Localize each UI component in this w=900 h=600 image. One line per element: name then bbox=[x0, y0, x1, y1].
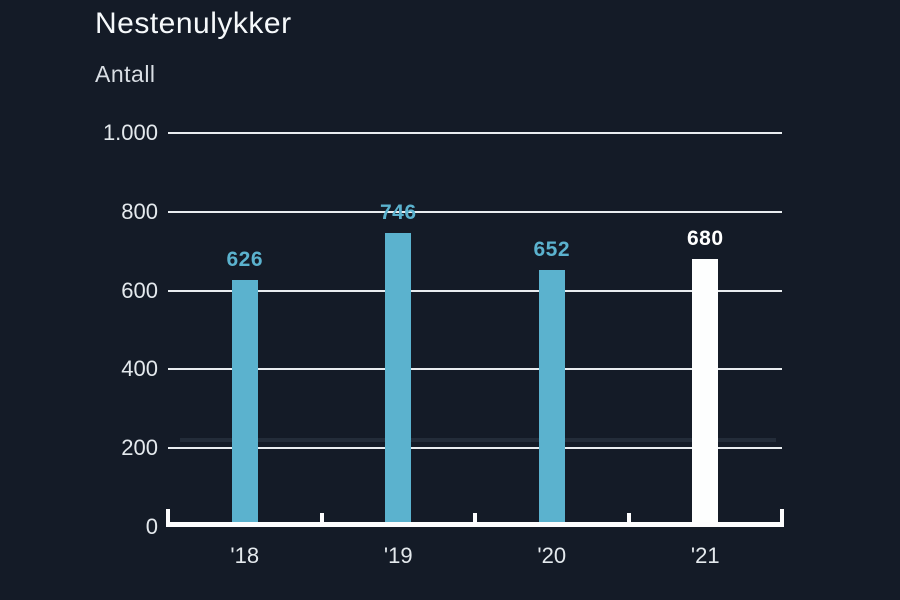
y-axis-tick-label: 0 bbox=[145, 514, 158, 539]
y-axis-tick-label: 1.000 bbox=[102, 120, 158, 145]
x-axis-tick-label: '18 bbox=[230, 543, 260, 568]
bar bbox=[231, 280, 258, 527]
y-axis-tick-label: 200 bbox=[121, 435, 158, 461]
bar-value-label: 626 bbox=[226, 248, 264, 272]
y-axis-tick-label: 600 bbox=[121, 277, 158, 303]
chart-title: Nestenulykker bbox=[95, 7, 292, 40]
x-axis-tick-label: '19 bbox=[383, 543, 413, 568]
bar-value-label: 680 bbox=[686, 227, 724, 251]
x-axis-line bbox=[166, 522, 784, 527]
x-axis-tick bbox=[626, 513, 631, 522]
bar bbox=[538, 270, 565, 527]
x-axis-tick bbox=[473, 513, 477, 522]
x-axis-tick-label: '20 bbox=[537, 543, 567, 568]
x-axis-tick bbox=[780, 509, 784, 522]
y-axis-tick-label: 400 bbox=[121, 356, 158, 382]
x-axis-tick-label: '21 bbox=[690, 543, 720, 568]
gridline bbox=[168, 132, 782, 134]
reference-line bbox=[180, 437, 776, 442]
bar bbox=[385, 233, 412, 527]
gridline bbox=[168, 289, 782, 292]
x-axis-tick bbox=[166, 509, 170, 522]
bar-value-label: 652 bbox=[533, 238, 571, 262]
gridline bbox=[168, 447, 782, 450]
gridline bbox=[168, 368, 782, 371]
y-axis-tick-label: 800 bbox=[121, 198, 158, 224]
bar-value-label: 746 bbox=[379, 201, 417, 225]
chart-subtitle: Antall bbox=[95, 61, 156, 87]
bar bbox=[692, 259, 719, 527]
gridline bbox=[168, 210, 782, 213]
x-axis-tick bbox=[319, 513, 324, 522]
